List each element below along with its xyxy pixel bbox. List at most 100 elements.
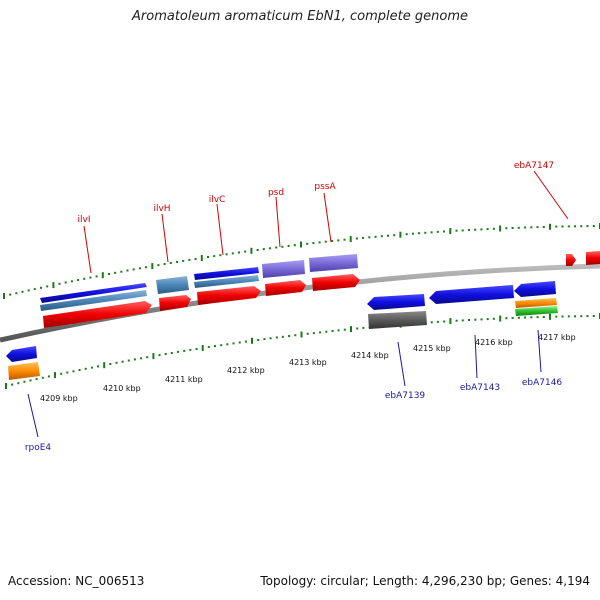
inner-ring-minor-tick <box>66 371 69 374</box>
outer-ring-minor-tick <box>586 225 589 228</box>
gene-ilvH-gene[interactable] <box>156 276 189 294</box>
tick-label: 4211 kbp <box>165 375 203 384</box>
inner-ring-minor-tick <box>331 330 334 332</box>
tick-label: 4214 kbp <box>351 351 389 360</box>
gene-label-pssA[interactable]: pssA <box>314 182 336 192</box>
inner-ring-minor-tick <box>183 349 186 352</box>
outer-ring-minor-tick <box>108 273 110 275</box>
outer-ring-minor-tick <box>343 238 346 241</box>
gene-psd-gene[interactable] <box>262 260 305 278</box>
outer-ring-minor-tick <box>455 229 458 232</box>
tick-labels: 4209 kbp 4210 kbp 4211 kbp 4212 kbp 4213 kbp… <box>40 333 576 403</box>
gene-ebA7147-feature-a[interactable] <box>566 254 576 266</box>
gene-ebA7143-cds[interactable] <box>429 285 514 304</box>
gene-ilvI-feature[interactable] <box>43 301 152 328</box>
outer-ring-minor-tick <box>542 226 545 228</box>
inner-ring-major-tick <box>449 318 452 325</box>
outer-ring-minor-tick <box>83 277 86 280</box>
tick-label: 4215 kbp <box>413 344 451 353</box>
outer-ring-major-tick <box>3 293 5 299</box>
accession-label: Accession: NC_006513 <box>8 574 145 588</box>
outer-ring-minor-tick <box>387 234 389 237</box>
inner-ring-minor-tick <box>60 372 63 375</box>
inner-ring-minor-tick <box>78 369 81 371</box>
gene-rpoE4-gene[interactable] <box>8 362 40 380</box>
gene-ebA7146-gene[interactable] <box>515 298 557 308</box>
gene-label-ebA7139[interactable]: ebA7139 <box>385 391 426 401</box>
inner-ring-major-tick <box>5 383 7 389</box>
gene-ilvI-cds[interactable] <box>40 283 147 303</box>
inner-ring-minor-tick <box>232 342 235 345</box>
inner-ring-major-tick <box>201 345 204 351</box>
inner-ring-minor-tick <box>257 339 260 341</box>
inner-ring-minor-tick <box>23 380 26 383</box>
gene-label-ilvI[interactable]: ilvI <box>78 215 91 225</box>
gene-ebA7146-feature[interactable] <box>515 306 558 316</box>
gene-label-ilvC[interactable]: ilvC <box>209 195 226 205</box>
map-title: Aromatoleum aromaticum EbN1, complete ge… <box>132 9 468 24</box>
inner-ring-minor-tick <box>164 353 167 355</box>
inner-ring-minor-tick <box>115 361 118 364</box>
outer-ring-minor-tick <box>306 242 309 245</box>
gene-ebA7139-cds[interactable] <box>367 294 425 310</box>
outer-ring-major-tick <box>101 272 104 279</box>
gene-ilvC-cds[interactable] <box>194 267 259 280</box>
gene-psd-feature[interactable] <box>265 280 306 296</box>
inner-ring-minor-tick <box>474 318 477 321</box>
outer-ring-minor-tick <box>492 227 495 230</box>
outer-ring-minor-tick <box>324 240 327 243</box>
outer-ring-minor-tick <box>256 249 259 251</box>
gene-label-psd[interactable]: psd <box>268 188 284 198</box>
inner-ring-minor-tick <box>574 315 576 318</box>
gene-pssA-gene[interactable] <box>309 254 358 272</box>
gene-label-ebA7143[interactable]: ebA7143 <box>460 383 500 393</box>
outer-ring-minor-tick <box>9 293 12 296</box>
inner-ring-minor-tick <box>140 357 143 360</box>
inner-ring-minor-tick <box>226 343 229 346</box>
outer-ring-minor-tick <box>331 240 334 242</box>
gene-label-rpoE4[interactable]: rpoE4 <box>25 443 52 453</box>
gene-ilvH-feature[interactable] <box>159 295 191 311</box>
gene-label-ebA7146[interactable]: ebA7146 <box>522 378 563 388</box>
outer-ring-minor-tick <box>362 236 365 239</box>
gene-ilvC-gene[interactable] <box>194 275 259 288</box>
outer-ring-minor-tick <box>126 269 129 272</box>
leader-ilvH <box>161 213 169 263</box>
gene-ebA7146-cds[interactable] <box>514 281 556 297</box>
outer-ring-minor-tick <box>405 233 408 236</box>
reverse-gene-labels: rpoE4 ebA7139 ebA7143 ebA7146 <box>25 329 563 453</box>
inner-ring-minor-tick <box>511 317 514 319</box>
outer-ring-minor-tick <box>524 226 527 229</box>
outer-ring-major-tick <box>200 255 203 261</box>
inner-ring-minor-tick <box>517 316 520 319</box>
inner-ring-minor-tick <box>288 335 291 337</box>
gene-ebA7147-feature-b[interactable] <box>586 251 600 265</box>
gene-pssA-feature[interactable] <box>312 274 360 291</box>
inner-ring-minor-tick <box>337 329 340 332</box>
gene-label-ilvH[interactable]: ilvH <box>153 204 170 214</box>
gene-ebA7139-gene[interactable] <box>368 311 427 329</box>
gene-ilvI-gene[interactable] <box>40 290 147 311</box>
inner-ring-minor-tick <box>492 317 495 320</box>
outer-ring-minor-tick <box>393 234 396 237</box>
inner-ring-major-tick <box>103 362 106 369</box>
gene-rpoE4-cds[interactable] <box>6 346 37 362</box>
outer-ring-minor-tick <box>275 246 278 249</box>
outer-ring-minor-tick <box>418 232 421 235</box>
outer-ring-minor-tick <box>194 258 197 260</box>
outer-ring-minor-tick <box>411 232 414 235</box>
leader-pssA <box>323 192 332 243</box>
leader-ilvC <box>216 203 224 256</box>
gene-label-ebA7147[interactable]: ebA7147 <box>514 161 554 171</box>
gene-ilvC-feature[interactable] <box>197 286 261 305</box>
outer-ring-major-tick <box>449 228 452 235</box>
inner-ring-major-tick <box>54 372 56 379</box>
inner-ring-minor-tick <box>29 379 32 382</box>
inner-ring-minor-tick <box>567 315 570 318</box>
outer-ring-major-tick <box>549 223 551 230</box>
inner-ring-minor-tick <box>127 359 130 362</box>
outer-ring-major-tick <box>399 231 402 238</box>
inner-ring-minor-tick <box>263 338 266 341</box>
outer-ring-minor-tick <box>58 282 61 285</box>
inner-ring-minor-tick <box>343 328 346 331</box>
